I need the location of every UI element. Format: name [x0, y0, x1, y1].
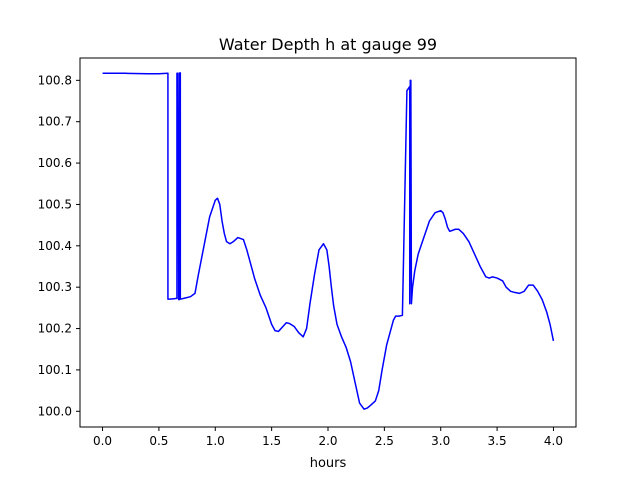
y-tick-label: 100.4	[38, 239, 72, 253]
y-tick-label: 100.2	[38, 322, 72, 336]
y-axis: 100.0 100.1 100.2 100.3 100.4 100.5 100.6 100.7…	[38, 73, 80, 418]
y-tick-label: 100.7	[38, 115, 72, 129]
y-tick-label: 100.0	[38, 404, 72, 418]
x-axis: 0.0 0.5 1.0 1.5 2.0 2.5 3.0 3.5 4.0	[93, 427, 563, 448]
series-line-0	[102, 72, 555, 410]
y-tick-label: 100.6	[38, 156, 72, 170]
x-tick-label: 2.0	[318, 434, 337, 448]
x-tick-label: 3.0	[431, 434, 450, 448]
x-tick-label: 1.0	[206, 434, 225, 448]
y-tick-label: 100.3	[38, 280, 72, 294]
x-tick-label: 2.5	[375, 434, 394, 448]
y-tick-label: 100.1	[38, 363, 72, 377]
x-tick-label: 0.0	[93, 434, 112, 448]
x-tick-label: 0.5	[149, 434, 168, 448]
plot-area	[102, 72, 555, 410]
x-axis-label: hours	[310, 456, 347, 471]
y-tick-label: 100.5	[38, 197, 72, 211]
x-tick-label: 4.0	[544, 434, 563, 448]
chart-title: Water Depth h at gauge 99	[219, 35, 437, 54]
y-tick-label: 100.8	[38, 73, 72, 87]
x-tick-label: 1.5	[262, 434, 281, 448]
x-tick-label: 3.5	[488, 434, 507, 448]
